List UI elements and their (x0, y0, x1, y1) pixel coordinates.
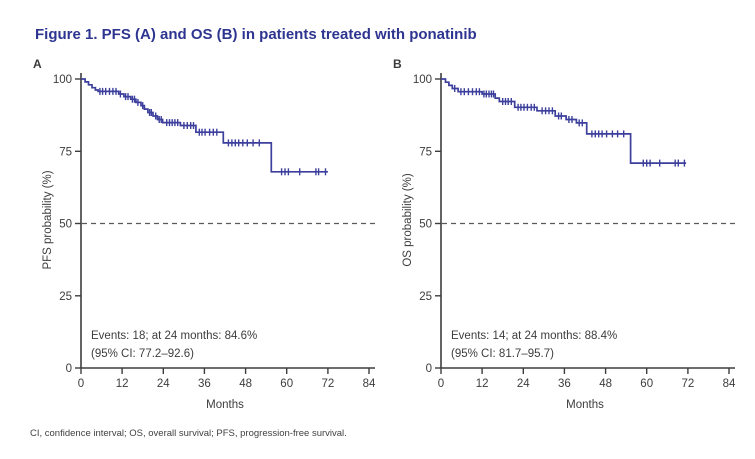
x-tick-label: 12 (116, 378, 129, 390)
y-tick-label: 50 (419, 219, 432, 231)
x-tick-label: 84 (363, 378, 376, 390)
y-tick-label: 100 (413, 74, 432, 86)
x-tick-label: 24 (517, 378, 530, 390)
x-tick-label: 48 (599, 378, 612, 390)
x-tick-label: 0 (438, 378, 444, 390)
panel-pfs: A PFS probability (%) 0 25 50 75 100 0 12 24 36 4… (28, 55, 403, 415)
pfs-annotation: Events: 18; at 24 months: 84.6% (95% CI:… (91, 327, 257, 363)
y-tick-label: 25 (59, 291, 72, 303)
figure-footnote: CI, confidence interval; OS, overall sur… (30, 428, 347, 439)
os-x-axis-title: Months (566, 399, 604, 411)
os-annotation: Events: 14; at 24 months: 88.4% (95% CI:… (451, 327, 617, 363)
y-tick-label: 0 (426, 363, 432, 375)
x-tick-label: 36 (198, 378, 211, 390)
y-tick-label: 25 (419, 291, 432, 303)
x-tick-label: 60 (640, 378, 653, 390)
x-tick-label: 72 (322, 378, 335, 390)
os-annotation-line1: Events: 14; at 24 months: 88.4% (451, 330, 618, 342)
pfs-annotation-line2: (95% CI: 77.2–92.6) (91, 348, 194, 360)
y-tick-label: 50 (59, 219, 72, 231)
y-tick-label: 0 (66, 363, 72, 375)
panel-pfs-label: A (33, 57, 42, 71)
x-tick-label: 24 (157, 378, 170, 390)
pfs-x-axis-title: Months (206, 399, 244, 411)
y-tick-label: 100 (53, 74, 72, 86)
x-tick-label: 48 (239, 378, 252, 390)
y-tick-label: 75 (59, 146, 72, 158)
panel-os: B OS probability (%) 0 25 50 75 100 0 12 24 36 48… (388, 55, 755, 415)
y-tick-label: 75 (419, 146, 432, 158)
os-annotation-line2: (95% CI: 81.7–95.7) (451, 348, 554, 360)
figure-title: Figure 1. PFS (A) and OS (B) in patients… (35, 26, 477, 43)
x-tick-label: 72 (682, 378, 695, 390)
km-curve (441, 78, 687, 164)
pfs-annotation-line1: Events: 18; at 24 months: 84.6% (91, 330, 258, 342)
x-tick-label: 60 (280, 378, 293, 390)
panel-os-label: B (393, 57, 402, 71)
x-tick-label: 36 (558, 378, 571, 390)
x-tick-label: 84 (723, 378, 736, 390)
km-curve (81, 78, 328, 173)
pfs-km-chart: 0 25 50 75 100 0 12 24 36 48 60 72 84 (53, 73, 376, 390)
x-tick-label: 0 (78, 378, 84, 390)
os-km-chart: 0 25 50 75 100 0 12 24 36 48 60 72 84 (413, 73, 736, 390)
x-tick-label: 12 (476, 378, 489, 390)
